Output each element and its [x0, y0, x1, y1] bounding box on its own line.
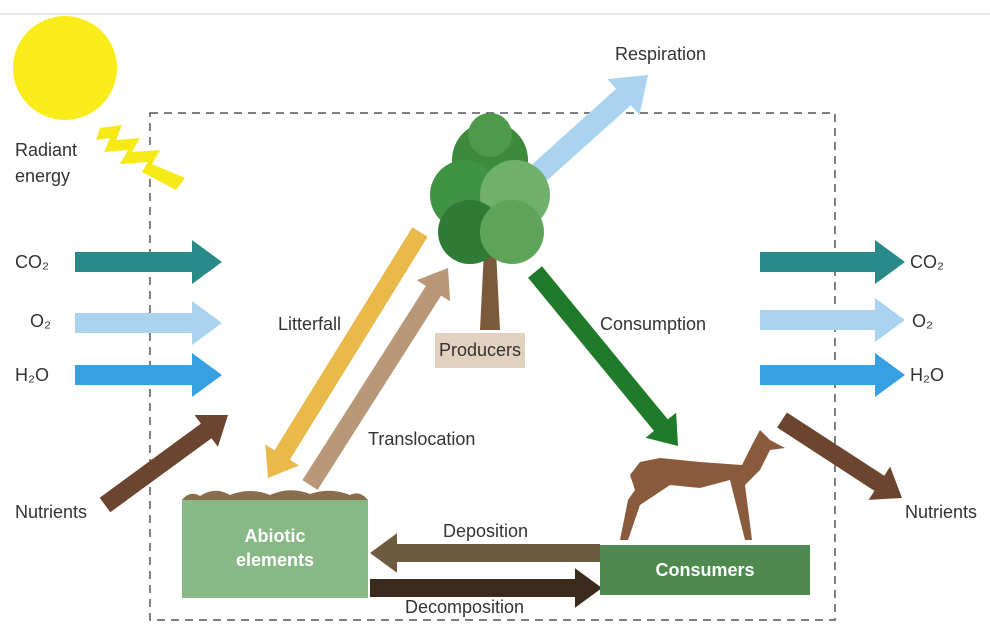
deer — [620, 430, 785, 540]
lightning — [96, 125, 185, 190]
label: CO₂ — [910, 252, 944, 272]
flow-label: Decomposition — [405, 597, 524, 617]
label: O₂ — [30, 311, 51, 331]
flow-label: Deposition — [443, 521, 528, 541]
label: H₂O — [910, 365, 944, 385]
node-label: elements — [236, 550, 314, 570]
o2-out-arrow — [760, 298, 905, 342]
consumption-arrow — [528, 266, 678, 446]
h2o-out-arrow — [760, 353, 905, 397]
h2o-in-arrow — [75, 353, 222, 397]
flow-label: Consumption — [600, 314, 706, 334]
node-label: Producers — [439, 340, 521, 360]
node-label: Abiotic — [245, 526, 306, 546]
label: Nutrients — [15, 502, 87, 522]
node-label: Consumers — [655, 560, 754, 580]
label: Radiant — [15, 140, 77, 160]
o2-in-arrow — [75, 301, 222, 345]
diagram: Radiant energy Producers Abiotic element… — [0, 0, 990, 625]
flow-label: Respiration — [615, 44, 706, 64]
sun — [13, 16, 117, 120]
label: CO₂ — [15, 252, 49, 272]
label: H₂O — [15, 365, 49, 385]
flow-label: Translocation — [368, 429, 475, 449]
label: O₂ — [912, 311, 933, 331]
label: Nutrients — [905, 502, 977, 522]
nutrients-out-arrow — [777, 412, 902, 499]
litter — [182, 490, 368, 500]
co2-in-arrow — [75, 240, 222, 284]
respiration-arrow — [533, 75, 648, 180]
label: energy — [15, 166, 70, 186]
co2-out-arrow — [760, 240, 905, 284]
flow-label: Litterfall — [278, 314, 341, 334]
